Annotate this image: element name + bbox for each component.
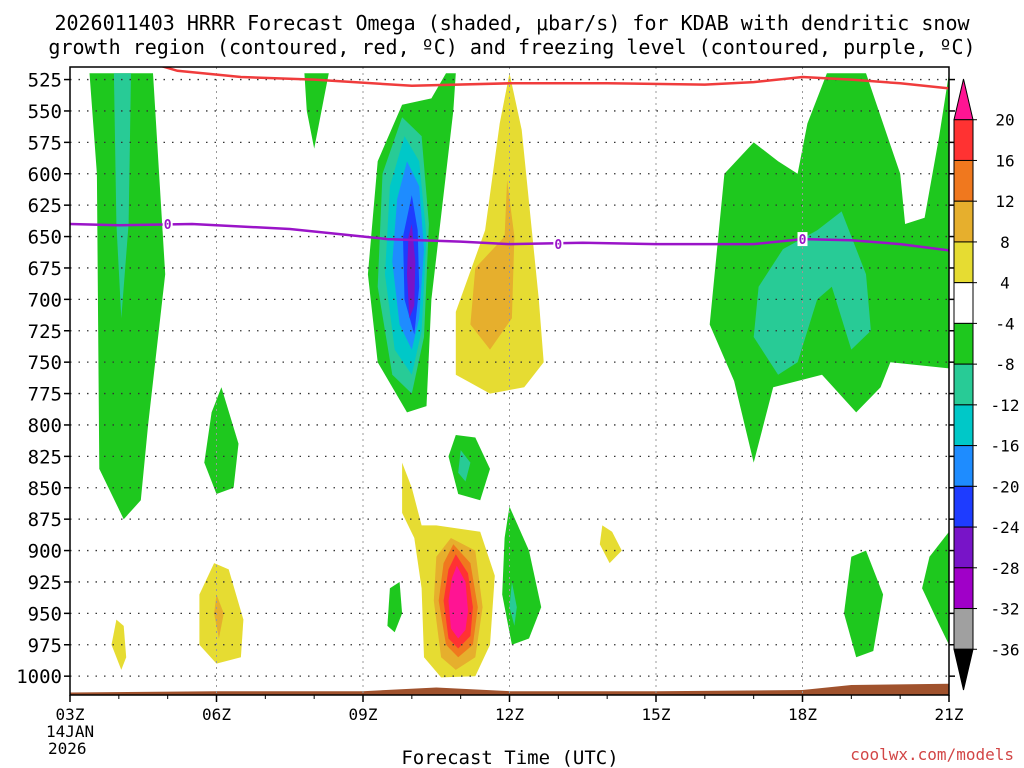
freezing-label-bg [797, 232, 808, 247]
y-tick-label-1000: 1000 [16, 666, 62, 688]
terrain-surface [70, 683, 949, 695]
omega-region-pink-11z-base [448, 565, 468, 639]
chart-title-line2: growth region (contoured, red, ºC) and f… [48, 35, 975, 59]
y-tick-label-950: 950 [28, 603, 62, 625]
y-axis: 525 550 575 600 625 650 675 700 725 750 775 800 825 8… [16, 70, 955, 688]
x-tick-label-15Z: 15Z [642, 705, 671, 724]
y-tick-label-800: 800 [28, 415, 62, 437]
omega-region-green-21z-base [922, 531, 949, 645]
colorbar-label--36: -36 [991, 640, 1020, 659]
omega-region-green-left-column [89, 73, 166, 520]
omega-region-yellow-04z-dot [111, 619, 127, 670]
omega-region-green-6z-blob [204, 387, 239, 494]
colorbar-label-16: 16 [995, 151, 1014, 170]
y-tick-label-925: 925 [28, 572, 62, 594]
omega-shading [70, 73, 949, 695]
colorbar-segment [953, 445, 974, 487]
x-tick-label-18Z: 18Z [788, 705, 817, 724]
freezing-label-bg [162, 217, 173, 231]
freezing-label-bg [553, 237, 564, 252]
y-tick-label-975: 975 [28, 635, 62, 657]
colorbar-segment [953, 241, 974, 284]
y-tick-label-525: 525 [28, 70, 62, 92]
omega-region-green-11z-blob [448, 435, 490, 501]
y-tick-label-850: 850 [28, 478, 62, 500]
omega-region-green-19z-base [844, 550, 884, 658]
x-tick-label-06Z: 06Z [202, 705, 231, 724]
omega-region-teal-left-column [113, 73, 131, 319]
omega-region-green-12z-small [502, 506, 542, 645]
colorbar-segment [953, 282, 974, 324]
colorbar-segment [953, 78, 974, 121]
x-tick-label-09Z: 09Z [349, 705, 378, 724]
colorbar-segment [953, 404, 974, 447]
colorbar-label--32: -32 [991, 600, 1020, 619]
omega-region-teal-11z-blob [458, 450, 471, 482]
omega-region-purple-10z [407, 224, 416, 319]
freezing-level-label: 0 [554, 238, 562, 253]
y-tick-label-700: 700 [28, 289, 62, 311]
chart-title-line1: 2026011403 HRRR Forecast Omega (shaded, … [54, 11, 970, 35]
x-axis-year: 2026 [48, 739, 87, 758]
omega-region-orange-06z-base [214, 594, 224, 639]
y-tick-label-725: 725 [28, 321, 62, 343]
y-tick-label-550: 550 [28, 101, 62, 123]
freezing-level-contour [70, 222, 949, 252]
y-tick-label-750: 750 [28, 352, 62, 374]
colorbar-segment [953, 322, 974, 365]
x-axis-date: 14JAN [46, 722, 94, 741]
colorbar-label--28: -28 [991, 559, 1020, 578]
omega-region-yellow-14z-dot [599, 525, 622, 564]
colorbar-segment [953, 648, 974, 691]
omega-region-teal-18z-region [753, 211, 871, 375]
colorbar-label--12: -12 [991, 396, 1020, 415]
dendritic-growth-contour [160, 67, 949, 90]
freezing-level-label: 0 [799, 233, 807, 248]
freezing-level-label: 0 [164, 218, 172, 233]
omega-region-green-9z-small [387, 582, 403, 633]
colorbar-segment [953, 567, 974, 610]
y-tick-label-675: 675 [28, 258, 62, 280]
omega-region-yellow-12z-plume [455, 73, 544, 394]
colorbar: 20 16 12 8 4 -4 -8 -12 -16 -20 -24 -28 -32 -36 [953, 78, 1020, 691]
omega-region-teal-12z-small [509, 582, 517, 626]
y-tick-label-900: 900 [28, 541, 62, 563]
colorbar-segment [953, 119, 974, 161]
y-tick-label-625: 625 [28, 195, 62, 217]
colorbar-label-20: 20 [995, 111, 1014, 130]
colorbar-segment [953, 200, 974, 243]
x-tick-label-03Z: 03Z [56, 705, 85, 724]
y-tick-label-650: 650 [28, 227, 62, 249]
x-tick-label-12Z: 12Z [495, 705, 524, 724]
colorbar-label-4: 4 [1000, 274, 1010, 293]
colorbar-label--4: -4 [995, 314, 1014, 333]
colorbar-label-12: 12 [995, 192, 1014, 211]
x-axis: 03Z 06Z 09Z 12Z 15Z 18Z 21Z [56, 695, 964, 724]
colorbar-label-8: 8 [1000, 233, 1010, 252]
colorbar-segment [953, 526, 974, 569]
colorbar-segment [953, 363, 974, 406]
colorbar-label--16: -16 [991, 437, 1020, 456]
x-axis-title: Forecast Time (UTC) [401, 747, 618, 768]
colorbar-label--8: -8 [995, 355, 1014, 374]
colorbar-segment [953, 608, 974, 650]
y-tick-label-575: 575 [28, 132, 62, 154]
y-tick-label-875: 875 [28, 509, 62, 531]
omega-region-orange-12z [470, 180, 515, 350]
y-tick-label-600: 600 [28, 164, 62, 186]
x-tick-label-21Z: 21Z [935, 705, 964, 724]
contour-lines: 0 0 0 [70, 67, 949, 253]
y-tick-label-825: 825 [28, 446, 62, 468]
colorbar-segment [953, 159, 974, 202]
y-tick-label-775: 775 [28, 384, 62, 406]
colorbar-label--24: -24 [991, 518, 1020, 537]
colorbar-label--20: -20 [991, 477, 1020, 496]
colorbar-segment [953, 485, 974, 528]
credit-text: coolwx.com/models [850, 745, 1014, 764]
